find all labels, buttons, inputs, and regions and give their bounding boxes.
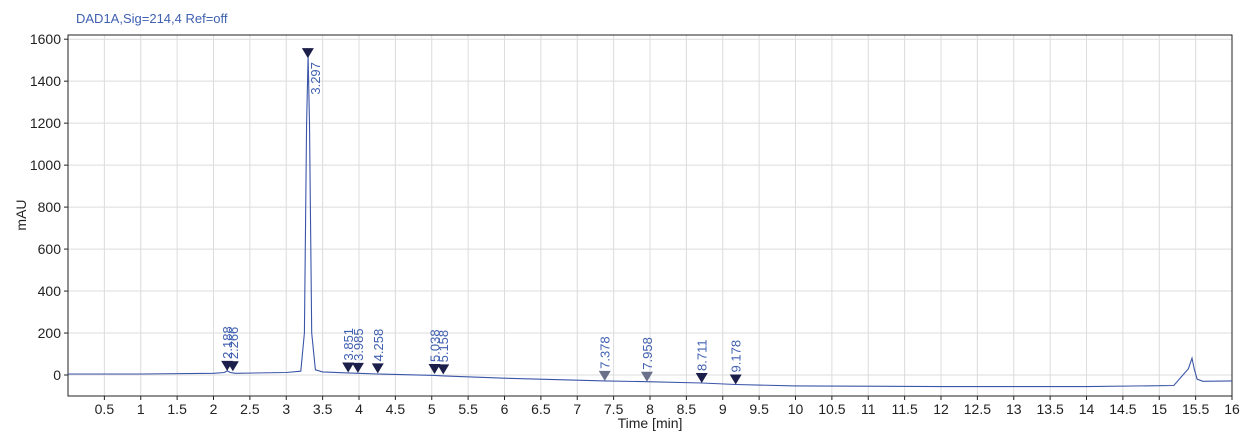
peak-label: 3.297 bbox=[308, 62, 323, 95]
y-tick-label: 0 bbox=[53, 367, 61, 383]
peak-marker bbox=[640, 371, 653, 382]
peak-marker bbox=[371, 363, 384, 374]
x-tick-label: 13.5 bbox=[1037, 401, 1064, 417]
peak-marker bbox=[226, 361, 239, 372]
peak-label: 2.188 bbox=[220, 326, 235, 359]
y-tick-label: 1000 bbox=[30, 157, 61, 173]
y-tick-label: 1600 bbox=[30, 31, 61, 47]
x-tick-label: 4 bbox=[355, 401, 363, 417]
peak-label: 5.158 bbox=[436, 330, 451, 363]
x-tick-label: 15.5 bbox=[1182, 401, 1209, 417]
x-tick-label: 3 bbox=[282, 401, 290, 417]
y-tick-label: 800 bbox=[38, 199, 62, 215]
y-tick-label: 200 bbox=[38, 325, 62, 341]
x-tick-label: 14 bbox=[1079, 401, 1095, 417]
x-tick-label: 9.5 bbox=[749, 401, 769, 417]
peak-marker bbox=[729, 374, 742, 385]
tick-labels: 0.5 1 1.5 2 2.5 3 3.5 4 4.5 5 5.5 6 6.5 7 7.5 8 8.5 9 9.5 1… bbox=[30, 31, 1240, 417]
x-tick-label: 11 bbox=[861, 401, 876, 417]
grid-lines bbox=[68, 35, 1233, 396]
peak-label: 9.178 bbox=[729, 340, 744, 373]
x-tick-label: 4.5 bbox=[386, 401, 406, 417]
x-tick-label: 15 bbox=[1151, 401, 1167, 417]
peak-marker bbox=[351, 362, 364, 373]
x-tick-label: 11.5 bbox=[892, 401, 918, 417]
x-tick-label: 5 bbox=[428, 401, 436, 417]
x-tick-label: 3.5 bbox=[313, 401, 333, 417]
y-tick-label: 1400 bbox=[30, 73, 61, 89]
x-tick-label: 7.5 bbox=[604, 401, 624, 417]
peak-label: 5.038 bbox=[428, 329, 443, 362]
x-tick-label: 1.5 bbox=[167, 401, 187, 417]
plot-frame bbox=[67, 34, 1233, 397]
peak-label: 7.378 bbox=[598, 336, 613, 369]
peak-marker bbox=[695, 372, 708, 383]
x-tick-label: 14.5 bbox=[1109, 401, 1136, 417]
y-axis-label: mAU bbox=[13, 199, 29, 230]
y-tick-label: 600 bbox=[38, 241, 62, 257]
x-tick-label: 6.5 bbox=[531, 401, 551, 417]
x-axis-label: Time [min] bbox=[618, 415, 683, 431]
peak-label: 2.266 bbox=[226, 327, 241, 360]
peak-marker bbox=[301, 48, 314, 59]
peak-label: 7.958 bbox=[640, 337, 655, 370]
peak-label: 3.851 bbox=[341, 328, 356, 361]
peak-label: 4.258 bbox=[371, 329, 386, 362]
x-tick-label: 16 bbox=[1224, 401, 1240, 417]
peak-label: 3.985 bbox=[351, 328, 366, 361]
y-tick-label: 1200 bbox=[30, 115, 61, 131]
chart-title: DAD1A,Sig=214,4 Ref=off bbox=[76, 11, 228, 26]
x-tick-label: 6 bbox=[501, 401, 509, 417]
peak-marker bbox=[342, 362, 355, 373]
x-tick-label: 7 bbox=[573, 401, 581, 417]
peak-label: 8.711 bbox=[695, 339, 710, 371]
signal-trace bbox=[68, 55, 1233, 388]
x-tick-label: 9 bbox=[719, 401, 727, 417]
x-tick-label: 12.5 bbox=[964, 401, 991, 417]
axes bbox=[64, 34, 1233, 400]
x-tick-label: 13 bbox=[1006, 401, 1022, 417]
peak-marker bbox=[598, 370, 611, 381]
x-tick-label: 5.5 bbox=[458, 401, 478, 417]
x-tick-label: 2.5 bbox=[240, 401, 260, 417]
x-tick-label: 8 bbox=[646, 401, 654, 417]
y-tick-label: 400 bbox=[38, 283, 62, 299]
peak-marker bbox=[437, 364, 450, 375]
x-tick-label: 0.5 bbox=[95, 401, 115, 417]
x-tick-label: 8.5 bbox=[677, 401, 697, 417]
x-tick-label: 2 bbox=[210, 401, 218, 417]
x-tick-label: 12 bbox=[933, 401, 949, 417]
x-tick-label: 1 bbox=[137, 401, 145, 417]
x-tick-label: 10.5 bbox=[818, 401, 845, 417]
peak-marker bbox=[428, 363, 441, 374]
x-tick-label: 10 bbox=[788, 401, 804, 417]
